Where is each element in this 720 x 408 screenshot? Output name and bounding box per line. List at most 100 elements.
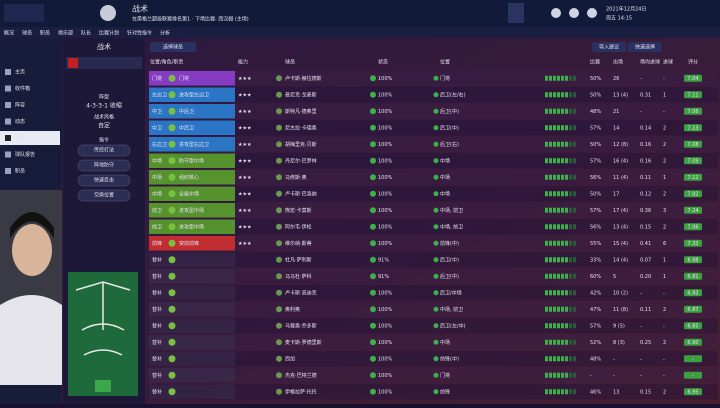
row-bg[interactable] bbox=[148, 103, 718, 120]
row-bg[interactable] bbox=[148, 301, 718, 318]
goals: 6 bbox=[663, 241, 666, 247]
select-button[interactable] bbox=[150, 42, 196, 52]
form-bar bbox=[553, 108, 556, 114]
sidebar-item[interactable]: 动态 bbox=[15, 118, 25, 125]
player-name[interactable]: 尼古拉·卡德奥 bbox=[285, 124, 317, 131]
goals: - bbox=[663, 76, 665, 82]
player-icon bbox=[276, 124, 282, 131]
position-dot bbox=[433, 158, 439, 164]
row-bg[interactable] bbox=[148, 285, 718, 301]
form-bar bbox=[549, 207, 552, 213]
position: 替补 bbox=[152, 256, 162, 263]
goals: - bbox=[663, 373, 665, 379]
tab[interactable]: 俱乐部 bbox=[58, 30, 73, 37]
row-bg[interactable] bbox=[148, 186, 718, 202]
player-name[interactable]: 奥利奥 bbox=[285, 306, 300, 313]
goals: - bbox=[663, 356, 665, 362]
rating-badge bbox=[684, 322, 702, 330]
position-dot bbox=[433, 306, 439, 312]
tab[interactable]: 队长 bbox=[81, 30, 91, 37]
form-bar bbox=[553, 207, 556, 213]
tab[interactable]: 职员 bbox=[40, 31, 50, 37]
quick-button[interactable] bbox=[628, 42, 662, 52]
sidebar-item[interactable]: 阵容 bbox=[15, 102, 25, 109]
row-bg[interactable] bbox=[148, 219, 718, 235]
player-name[interactable]: 维尔纳·斯蒂 bbox=[285, 240, 312, 247]
sidebar-item[interactable]: 职员 bbox=[15, 169, 25, 175]
goals: 2 bbox=[663, 191, 666, 197]
row-bg[interactable] bbox=[148, 252, 718, 268]
nav-buttons[interactable] bbox=[4, 4, 44, 22]
sidebar-item[interactable]: 收件箱 bbox=[15, 85, 30, 92]
form-bar bbox=[557, 273, 560, 279]
row-bg[interactable] bbox=[148, 87, 718, 103]
position-dot bbox=[433, 389, 439, 395]
instruction-button[interactable] bbox=[77, 159, 131, 172]
position-text: 后卫(中) bbox=[440, 256, 459, 263]
form-bar bbox=[569, 191, 572, 197]
tab[interactable]: 概况 bbox=[4, 30, 14, 37]
form-bar bbox=[561, 273, 564, 279]
player-name[interactable]: 阿尔韦·伊松 bbox=[285, 223, 312, 230]
row-bg[interactable] bbox=[148, 136, 718, 153]
player-name[interactable]: 马赛奥·乔多斯 bbox=[285, 322, 317, 329]
position-dot bbox=[433, 108, 439, 114]
player-name[interactable]: 西加 bbox=[285, 355, 295, 362]
player-name[interactable]: 斯特凡·德弗里 bbox=[285, 108, 317, 115]
icon[interactable] bbox=[569, 8, 579, 18]
tab[interactable]: 比赛计划 bbox=[99, 30, 119, 37]
row-bg[interactable] bbox=[148, 334, 718, 351]
form-bar bbox=[561, 141, 564, 147]
icon[interactable] bbox=[587, 8, 597, 18]
row-bg[interactable] bbox=[148, 384, 718, 400]
player-name[interactable]: 伊格拉萨·托托 bbox=[285, 388, 317, 395]
player-name[interactable]: 杰克·巴特兰德 bbox=[285, 372, 317, 379]
form-bar bbox=[569, 158, 572, 164]
player-icon bbox=[276, 289, 282, 296]
row-bg[interactable] bbox=[148, 367, 718, 384]
player-name[interactable]: 卢卡斯·赫拉德斯 bbox=[285, 75, 322, 82]
player-name[interactable]: 卢卡斯·高迪克 bbox=[285, 289, 317, 296]
fitness-icon bbox=[370, 388, 376, 395]
active-item[interactable] bbox=[0, 131, 60, 145]
tactic-slot[interactable] bbox=[66, 57, 142, 69]
row-bg[interactable] bbox=[148, 169, 718, 186]
row-bg[interactable] bbox=[148, 120, 718, 136]
tab[interactable]: 球员 bbox=[22, 30, 32, 37]
sidebar-item[interactable]: 球队报告 bbox=[15, 151, 35, 158]
icon[interactable] bbox=[551, 8, 561, 18]
player-name[interactable]: 丹尼尔·巴罗林 bbox=[285, 157, 317, 164]
row-bg[interactable] bbox=[148, 235, 718, 252]
instruction-button[interactable] bbox=[77, 144, 131, 157]
rating: 6.95 bbox=[687, 389, 698, 395]
row-bg[interactable] bbox=[148, 70, 718, 87]
instruction-button[interactable] bbox=[77, 189, 131, 202]
form-bar bbox=[545, 240, 548, 246]
player-name[interactable]: 马马杜·萨科 bbox=[285, 273, 312, 280]
tab[interactable]: 针对性指令 bbox=[127, 30, 152, 37]
goals: 2 bbox=[663, 389, 666, 395]
form-bar bbox=[545, 372, 548, 378]
player-name[interactable]: 麦卡斯·罗德里斯 bbox=[285, 339, 322, 346]
goals: 1 bbox=[663, 92, 666, 98]
row-bg[interactable] bbox=[148, 153, 718, 169]
role-icon bbox=[168, 289, 176, 297]
row-bg[interactable] bbox=[148, 202, 718, 219]
row-bg[interactable] bbox=[148, 268, 718, 285]
fitness-icon bbox=[370, 306, 376, 313]
player-name[interactable]: 杜凡·萨利斯 bbox=[285, 256, 312, 263]
instruction-button[interactable] bbox=[77, 174, 131, 187]
row-bg[interactable] bbox=[148, 351, 718, 367]
continue-button[interactable] bbox=[508, 3, 524, 23]
sidebar-item[interactable]: 主页 bbox=[15, 69, 25, 76]
tab[interactable]: 分析 bbox=[160, 30, 170, 37]
player-name[interactable]: 马修斯·奥 bbox=[285, 174, 307, 181]
suggest-button[interactable] bbox=[592, 42, 626, 52]
player-name[interactable]: 曼尼克·戈麦斯 bbox=[285, 91, 317, 98]
player-name[interactable]: 卢卡斯·巴洛纳 bbox=[285, 190, 317, 197]
form-bar bbox=[557, 339, 560, 345]
sidebar-item[interactable]: 战术 bbox=[15, 135, 25, 142]
player-name[interactable]: 胡梅里克·贝斯 bbox=[285, 141, 317, 148]
player-name[interactable]: 熊宏·卡莫斯 bbox=[285, 207, 312, 214]
row-bg[interactable] bbox=[148, 318, 718, 334]
